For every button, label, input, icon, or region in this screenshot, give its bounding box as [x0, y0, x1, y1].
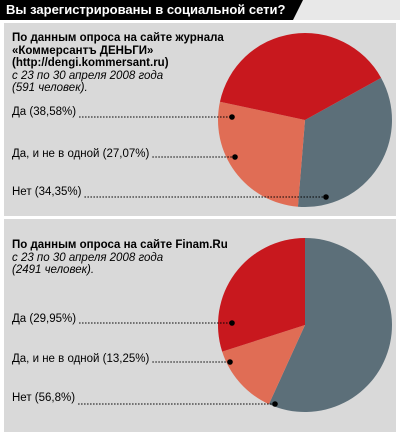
pie-slice-yes	[219, 33, 382, 120]
survey-header: По данным опроса на сайте журнала «Комме…	[12, 32, 224, 69]
slice-label: Да (29,95%)	[12, 313, 76, 325]
survey-subheader: с 23 по 30 апреля 2008 года (591 человек…	[12, 69, 164, 95]
leader-dot	[272, 401, 278, 407]
panel-divider	[4, 216, 396, 219]
leader-dot	[229, 320, 235, 326]
survey-source-finam: По данным опроса на сайте Finam.Ru с 23 …	[12, 239, 228, 277]
leader-dot	[229, 114, 235, 120]
pie-chart-finam: Да (29,95%) Да, и не в одной (13,25%) Нет …	[12, 238, 392, 412]
survey-panel-finam: По данным опроса на сайте Finam.Ru с 23 …	[4, 219, 396, 432]
leader-dot	[227, 359, 233, 365]
leader-dot	[323, 194, 329, 200]
title-bar: Вы зарегистрированы в социальной сети?	[0, 0, 400, 20]
slice-label: Да (38,58%)	[12, 106, 76, 118]
survey-subheader: с 23 по 30 апреля 2008 года (2491 челове…	[12, 251, 164, 277]
survey-header: По данным опроса на сайте Finam.Ru	[12, 239, 228, 251]
pie-slice-yes-none	[222, 325, 305, 405]
title-notch	[293, 0, 303, 20]
pie-slice-yes-none	[218, 101, 305, 207]
pie-slice-no	[268, 238, 392, 412]
pie-chart-kommersant: Да (38,58%) Да, и не в одной (27,07%) Нет …	[12, 33, 392, 207]
pie-slice-no	[297, 77, 392, 207]
slice-label: Да, и не в одной (27,07%)	[12, 148, 149, 160]
slice-label: Нет (56,8%)	[12, 392, 75, 404]
slice-label: Нет (34,35%)	[12, 186, 82, 198]
pie-slice-yes	[217, 238, 305, 352]
survey-source-kommersant: По данным опроса на сайте журнала «Комме…	[12, 32, 224, 95]
leader-dot	[232, 154, 238, 160]
survey-panel-kommersant: По данным опроса на сайте журнала «Комме…	[4, 23, 396, 216]
chart-title: Вы зарегистрированы в социальной сети?	[0, 0, 294, 20]
slice-label: Да, и не в одной (13,25%)	[12, 353, 149, 365]
